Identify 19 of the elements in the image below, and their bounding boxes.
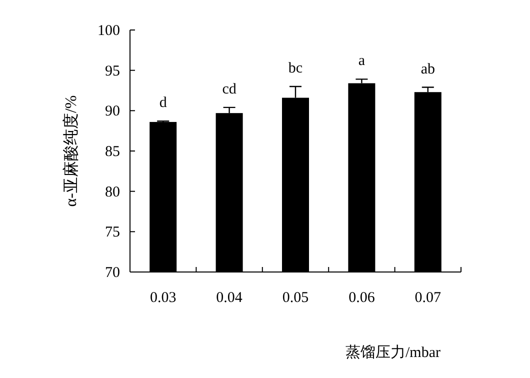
xtick: 0.06: [348, 290, 375, 306]
xtick: 0.04: [216, 290, 242, 306]
ytick: 85: [105, 144, 120, 160]
annotation: cd: [222, 81, 236, 98]
xtick: 0.05: [282, 290, 309, 306]
annotation: bc: [288, 60, 303, 76]
ytick: 70: [105, 265, 120, 281]
xtick: 0.07: [414, 290, 442, 306]
annotation: d: [159, 95, 167, 112]
xtick: 0.03: [150, 290, 176, 306]
ytick: 75: [105, 224, 120, 241]
annotation: ab: [420, 61, 435, 78]
ytick: 90: [105, 104, 120, 120]
xlabel: 蒸馏压力/mbar: [346, 345, 440, 361]
ytick: 80: [105, 184, 120, 200]
ytick: 100: [98, 23, 120, 39]
ylabel: α-亚麻酸纯度/%: [63, 95, 80, 207]
annotation: a: [358, 53, 366, 70]
ytick: 95: [105, 63, 120, 80]
